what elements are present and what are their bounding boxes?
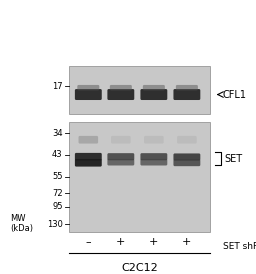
Text: 72: 72 xyxy=(52,189,63,198)
FancyBboxPatch shape xyxy=(174,89,200,100)
FancyBboxPatch shape xyxy=(75,159,102,167)
FancyBboxPatch shape xyxy=(140,89,167,100)
Text: +: + xyxy=(182,238,191,247)
FancyBboxPatch shape xyxy=(110,85,132,90)
Text: 17: 17 xyxy=(52,82,63,91)
Text: 55: 55 xyxy=(52,172,63,181)
FancyBboxPatch shape xyxy=(143,85,165,90)
Text: C2C12: C2C12 xyxy=(121,263,158,273)
FancyBboxPatch shape xyxy=(174,153,200,161)
FancyBboxPatch shape xyxy=(69,122,210,232)
FancyBboxPatch shape xyxy=(140,153,167,160)
FancyBboxPatch shape xyxy=(75,89,102,100)
FancyBboxPatch shape xyxy=(174,159,200,166)
Text: –: – xyxy=(86,238,91,247)
FancyBboxPatch shape xyxy=(177,136,197,144)
Text: 43: 43 xyxy=(52,150,63,159)
Text: 130: 130 xyxy=(47,220,63,229)
FancyBboxPatch shape xyxy=(176,85,198,90)
Text: +: + xyxy=(149,238,158,247)
FancyBboxPatch shape xyxy=(140,159,167,165)
FancyBboxPatch shape xyxy=(69,66,210,114)
Text: MW
(kDa): MW (kDa) xyxy=(10,214,33,233)
Text: SET shRNA: SET shRNA xyxy=(223,242,256,251)
Text: 34: 34 xyxy=(52,129,63,138)
FancyBboxPatch shape xyxy=(77,85,99,90)
FancyBboxPatch shape xyxy=(108,159,134,165)
FancyBboxPatch shape xyxy=(108,89,134,100)
Text: 95: 95 xyxy=(52,202,63,211)
Text: SET: SET xyxy=(224,154,242,164)
FancyBboxPatch shape xyxy=(79,136,98,144)
FancyBboxPatch shape xyxy=(75,153,102,161)
FancyBboxPatch shape xyxy=(144,136,164,144)
FancyBboxPatch shape xyxy=(108,153,134,160)
Text: +: + xyxy=(116,238,125,247)
Text: CFL1: CFL1 xyxy=(223,90,247,99)
FancyBboxPatch shape xyxy=(111,136,131,144)
